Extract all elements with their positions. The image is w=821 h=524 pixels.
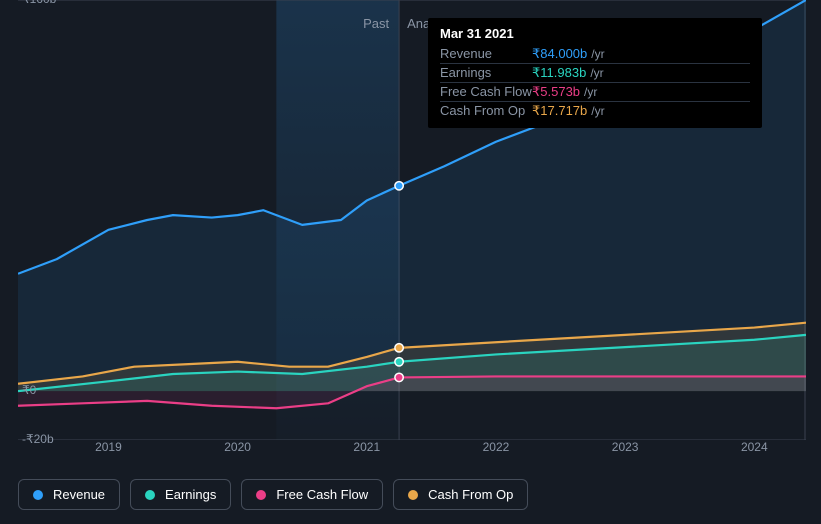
tooltip-row-unit: /yr bbox=[591, 47, 604, 61]
tooltip-row-value: ₹5.573b bbox=[532, 84, 580, 100]
legend-item[interactable]: Cash From Op bbox=[393, 479, 528, 510]
tooltip-row-value: ₹84.000b bbox=[532, 46, 587, 62]
chart-legend: Revenue Earnings Free Cash Flow Cash From O… bbox=[18, 479, 528, 510]
x-axis-label: 2021 bbox=[353, 440, 380, 454]
tooltip-row: Earnings₹11.983b/yr bbox=[440, 63, 750, 82]
legend-label: Revenue bbox=[53, 487, 105, 502]
x-axis-label: 2023 bbox=[612, 440, 639, 454]
legend-item[interactable]: Free Cash Flow bbox=[241, 479, 383, 510]
tooltip-row-value: ₹17.717b bbox=[532, 103, 587, 119]
tooltip-row-label: Revenue bbox=[440, 46, 532, 61]
x-axis-label: 2024 bbox=[741, 440, 768, 454]
y-axis-label: ₹0 bbox=[22, 383, 36, 397]
past-section-label: Past bbox=[363, 16, 389, 31]
tooltip-row-unit: /yr bbox=[584, 85, 597, 99]
legend-label: Earnings bbox=[165, 487, 216, 502]
y-axis-label: -₹20b bbox=[22, 432, 54, 446]
legend-swatch bbox=[408, 490, 418, 500]
legend-item[interactable]: Earnings bbox=[130, 479, 231, 510]
y-axis-label: ₹160b bbox=[22, 0, 56, 6]
tooltip-row: Revenue₹84.000b/yr bbox=[440, 45, 750, 63]
x-axis-label: 2019 bbox=[95, 440, 122, 454]
tooltip-row-unit: /yr bbox=[591, 104, 604, 118]
tooltip-date: Mar 31 2021 bbox=[440, 26, 750, 45]
tooltip-row-label: Earnings bbox=[440, 65, 532, 80]
tooltip-row: Cash From Op₹17.717b/yr bbox=[440, 101, 750, 120]
legend-swatch bbox=[256, 490, 266, 500]
legend-label: Free Cash Flow bbox=[276, 487, 368, 502]
legend-swatch bbox=[145, 490, 155, 500]
legend-swatch bbox=[33, 490, 43, 500]
legend-item[interactable]: Revenue bbox=[18, 479, 120, 510]
tooltip-row-label: Cash From Op bbox=[440, 103, 532, 118]
legend-label: Cash From Op bbox=[428, 487, 513, 502]
tooltip-row-label: Free Cash Flow bbox=[440, 84, 532, 99]
chart-tooltip: Mar 31 2021 Revenue₹84.000b/yrEarnings₹1… bbox=[428, 18, 762, 128]
x-axis-label: 2022 bbox=[483, 440, 510, 454]
tooltip-row-value: ₹11.983b bbox=[532, 65, 586, 81]
tooltip-row: Free Cash Flow₹5.573b/yr bbox=[440, 82, 750, 101]
tooltip-row-unit: /yr bbox=[590, 66, 603, 80]
x-axis-label: 2020 bbox=[224, 440, 251, 454]
